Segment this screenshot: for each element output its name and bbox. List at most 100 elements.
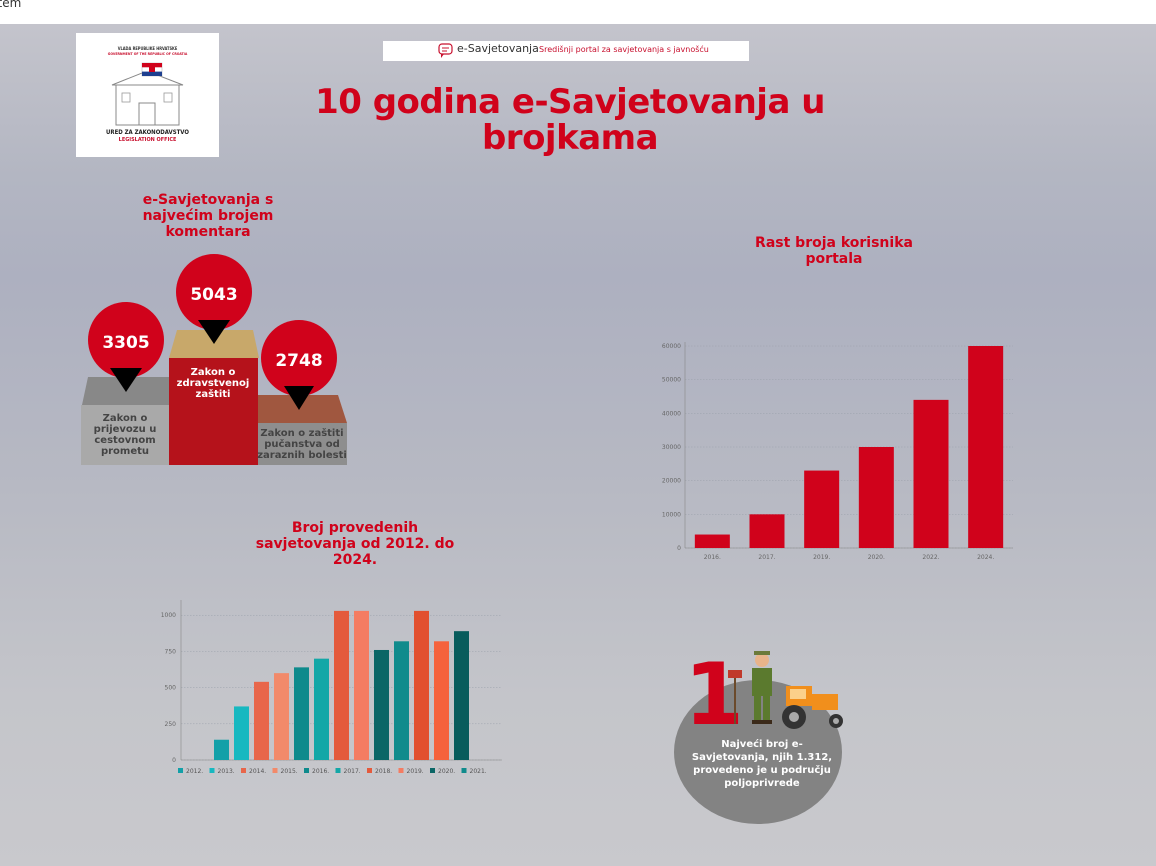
consult-bar <box>274 673 289 760</box>
bubble-first: 5043 <box>176 254 252 344</box>
users-y-tick-label: 0 <box>677 545 681 552</box>
podium-label-second-3: cestovnom <box>94 435 155 446</box>
consult-legend-swatch <box>335 768 341 773</box>
podium-label-second-2: prijevozu u <box>94 424 157 435</box>
logo-line-4: LEGISLATION OFFICE <box>118 137 177 143</box>
podium-label-first-1: Zakon o <box>191 367 236 378</box>
users-bar <box>968 346 1004 548</box>
agriculture-illustration: 1 <box>674 645 843 824</box>
podium-label-first-3: zaštiti <box>196 388 231 400</box>
users-x-tick-label: 2022. <box>922 554 939 561</box>
podium-top-third <box>258 395 347 423</box>
consult-legend-label: 2016. <box>312 768 329 774</box>
logo-line-2: GOVERNMENT OF THE REPUBLIC OF CROATIA <box>107 52 188 56</box>
legislation-office-logo: VLADA REPUBLIKE HRVATSKE GOVERNMENT OF T… <box>76 33 219 157</box>
logo-line-3: URED ZA ZAKONODAVSTVO <box>106 129 189 136</box>
building-emblem-icon <box>111 62 184 126</box>
consult-bar <box>414 610 429 760</box>
consult-bar <box>334 610 349 760</box>
consult-legend-swatch <box>461 768 467 773</box>
consult-bar <box>434 641 449 760</box>
consult-y-tick-label: 750 <box>165 648 177 655</box>
consult-legend-swatch <box>367 768 372 773</box>
consult-legend-swatch <box>209 768 215 773</box>
portal-banner: e-Savjetovanja Središnji portal za savje… <box>383 41 749 61</box>
consult-legend-label: 2013. <box>218 768 235 774</box>
consult-legend-swatch <box>241 768 246 773</box>
infographic-title: 10 godina e-Savjetovanja u brojkama <box>315 82 825 158</box>
podium-label-third-2: pučanstva od <box>264 438 340 450</box>
consult-bar <box>214 739 229 760</box>
users-y-tick-label: 10000 <box>662 511 681 518</box>
tab-fragment-text: Item <box>0 0 22 10</box>
users-x-tick-label: 2017. <box>758 554 775 561</box>
users-x-tick-label: 2016. <box>704 554 721 561</box>
podium-value-third: 2748 <box>275 351 322 371</box>
users-bar <box>694 534 730 548</box>
podium-label-second-1: Zakon o <box>103 413 148 424</box>
consult-legend-label: 2020. <box>438 768 455 774</box>
browser-top-strip: Item <box>0 0 1156 24</box>
users-y-tick-label: 30000 <box>662 444 681 451</box>
consult-bar <box>354 610 369 760</box>
users-bar <box>749 514 785 548</box>
users-x-tick-label: 2020. <box>868 554 885 561</box>
consult-legend-swatch <box>304 768 309 773</box>
consult-bar <box>314 658 329 760</box>
consult-legend-label: 2018. <box>375 768 392 774</box>
users-y-tick-label: 50000 <box>662 377 681 384</box>
users-y-tick-label: 60000 <box>662 343 681 350</box>
consult-legend-swatch <box>398 768 404 773</box>
consult-legend-swatch <box>430 768 435 773</box>
consult-y-tick-label: 1000 <box>161 612 176 619</box>
tractor-icon <box>782 686 843 729</box>
users-bar-chart: 0 10000 20000 30000 40000 50000 60000 2016. 2017… <box>662 342 1013 561</box>
infographic-canvas: VLADA REPUBLIKE HRVATSKE GOVERNMENT OF T… <box>0 24 1156 866</box>
bubble-third: 2748 <box>261 320 337 410</box>
consult-legend-label: 2017. <box>344 768 361 774</box>
podium-block-first <box>169 358 258 465</box>
consult-bar <box>394 641 409 760</box>
podium-label-third-3: zaraznih bolesti <box>257 450 347 461</box>
consult-legend-label: 2014. <box>249 768 266 774</box>
consult-y-tick-label: 250 <box>165 721 177 728</box>
portal-name: e-Savjetovanja <box>457 42 539 55</box>
users-x-tick-label: 2019. <box>813 554 830 561</box>
consult-legend-label: 2015. <box>281 768 298 774</box>
logo-line-1: VLADA REPUBLIKE HRVATSKE <box>117 46 178 51</box>
users-bar <box>858 447 894 548</box>
agriculture-caption: Najveći broj e-Savjetovanja, njih 1.312,… <box>691 739 833 789</box>
consult-legend-swatch <box>178 768 183 773</box>
consult-bar <box>294 667 309 760</box>
consultations-chart-title: Broj provedenih savjetovanja od 2012. do… <box>255 520 455 568</box>
consultations-bar-chart: 0 250 500 750 1000 2012. 2013. 2014. 2015. 2016. 2… <box>161 600 502 774</box>
consult-legend-label: 2019. <box>407 768 424 774</box>
consult-y-tick-label: 500 <box>165 685 177 692</box>
users-bar <box>804 470 840 548</box>
users-chart-title: Rast broja korisnika portala <box>755 235 913 267</box>
users-bar <box>913 399 949 548</box>
consult-bar <box>234 706 249 760</box>
farm-big-number: 1 <box>684 645 744 745</box>
bubble-second: 3305 <box>88 302 164 392</box>
podium-top-second <box>82 377 177 405</box>
podium-label-first-2: zdravstvenoj <box>177 378 250 389</box>
comments-podium: 3305 5043 2748 Zakon o prijevozu u cesto… <box>81 254 347 465</box>
speech-bubble-icon <box>438 43 453 58</box>
consult-legend-label: 2021. <box>470 768 487 774</box>
users-y-tick-label: 20000 <box>662 478 681 485</box>
podium-value-first: 5043 <box>190 285 237 305</box>
podium-title: e-Savjetovanja s najvećim brojem komenta… <box>142 192 274 240</box>
podium-value-second: 3305 <box>102 333 149 353</box>
podium-block-second <box>81 405 170 465</box>
users-x-tick-label: 2024. <box>977 554 994 561</box>
consult-bar <box>374 649 389 760</box>
podium-label-second-4: prometu <box>101 446 149 457</box>
podium-label-third-1: Zakon o zaštiti <box>260 427 343 439</box>
consult-y-tick-label: 0 <box>172 757 176 764</box>
consult-bar <box>454 631 469 760</box>
consult-legend-label: 2012. <box>186 768 203 774</box>
consult-bar <box>254 681 269 760</box>
farmer-icon <box>728 651 772 724</box>
portal-tagline: Središnji portal za savjetovanja s javno… <box>539 45 709 54</box>
